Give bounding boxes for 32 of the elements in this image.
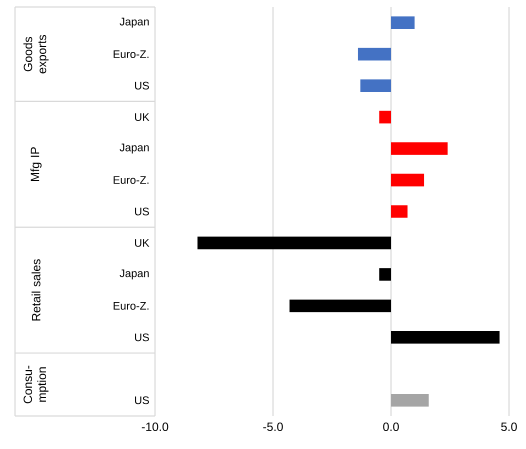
bar — [379, 268, 392, 281]
y-tick-label: Euro-Z. — [114, 50, 148, 58]
y-tick-label: US — [135, 333, 149, 342]
x-tick-label: -5.0 — [263, 422, 283, 432]
y-tick-label: US — [135, 208, 149, 216]
y-tick-label: UK — [135, 113, 150, 121]
bar — [391, 16, 415, 30]
bar — [391, 205, 408, 218]
text: Goods exports — [23, 34, 49, 74]
bar — [290, 300, 392, 312]
y-tick-label: US — [135, 396, 149, 404]
text: Retail sales — [32, 259, 40, 321]
y-tick-label: Euro-Z. — [114, 176, 148, 184]
bar — [391, 174, 424, 186]
x-tick-label: 5.0 — [501, 422, 517, 432]
bar — [379, 110, 392, 124]
bar — [391, 394, 429, 407]
x-tick-label: 0.0 — [383, 422, 399, 432]
bar — [197, 236, 392, 250]
x-tick-label: -10.0 — [142, 422, 168, 432]
y-tick-label: UK — [135, 239, 150, 247]
bar — [360, 79, 392, 92]
y-tick-label: Euro-Z. — [114, 302, 148, 310]
bar — [391, 331, 500, 344]
y-tick-label: Japan — [120, 270, 149, 280]
bar — [358, 48, 392, 60]
text: Mfg IP — [30, 147, 42, 181]
y-tick-label: Japan — [120, 144, 149, 154]
y-tick-label: Japan — [120, 18, 149, 28]
y-tick-label: US — [135, 82, 149, 90]
text: Consu-mption — [24, 366, 48, 404]
bar — [391, 142, 448, 155]
